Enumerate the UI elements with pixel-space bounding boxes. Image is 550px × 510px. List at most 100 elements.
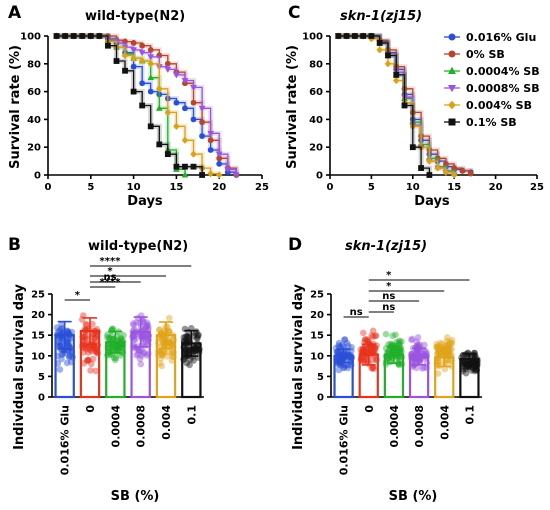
data-point — [216, 160, 223, 167]
data-point — [207, 169, 214, 178]
individual-point — [93, 331, 100, 339]
individual-point — [84, 357, 91, 364]
individual-point — [361, 346, 368, 354]
individual-point — [134, 346, 141, 353]
individual-point — [92, 367, 100, 375]
individual-point — [364, 337, 372, 345]
panel-b-ylabel: Individual survival day — [12, 284, 27, 450]
y-tick-label: 25 — [31, 290, 45, 301]
individual-point — [134, 351, 142, 358]
individual-point — [441, 365, 449, 373]
individual-point — [387, 340, 395, 348]
y-tick-label: 40 — [27, 115, 41, 126]
individual-point — [89, 331, 97, 338]
panel-letter-b: B — [8, 235, 21, 255]
individual-point — [112, 354, 120, 362]
individual-point — [370, 347, 378, 354]
individual-point — [437, 339, 444, 347]
individual-point — [194, 334, 201, 341]
individual-point — [142, 331, 150, 339]
individual-point — [140, 350, 147, 357]
individual-point — [130, 321, 137, 329]
individual-point — [114, 342, 122, 350]
individual-point — [446, 338, 454, 346]
individual-point — [369, 327, 377, 335]
significance-label: **** — [100, 256, 122, 267]
individual-point — [438, 350, 445, 358]
individual-point — [192, 330, 199, 337]
panel-a-title: wild-type(N2) — [85, 9, 185, 24]
category-label: 0.004 — [160, 405, 173, 440]
individual-point — [184, 333, 192, 341]
y-tick-label: 20 — [27, 143, 41, 154]
individual-point — [396, 356, 403, 363]
data-point — [147, 47, 154, 53]
survival-curve-plot-a: 0 5 10 15 20 25 0 20 40 60 80 100 — [20, 32, 269, 194]
individual-point — [335, 342, 342, 349]
individual-point — [434, 349, 442, 357]
individual-point — [143, 322, 151, 330]
individual-point — [90, 344, 97, 351]
individual-point — [117, 335, 124, 343]
individual-point — [360, 358, 367, 365]
individual-point — [337, 361, 345, 369]
panel-b-xlabel: SB (%) — [111, 489, 160, 504]
data-point — [173, 163, 180, 170]
individual-point — [56, 338, 63, 346]
individual-point — [372, 332, 379, 340]
panel-letter-a: A — [8, 3, 22, 23]
legend-label: 0.0008% SB — [466, 82, 540, 95]
data-point — [181, 171, 189, 178]
individual-point — [65, 342, 72, 350]
individual-point — [84, 356, 92, 364]
individual-point — [418, 365, 426, 372]
individual-point — [138, 346, 145, 354]
individual-point — [444, 334, 451, 341]
individual-point — [344, 342, 352, 350]
individual-point — [193, 346, 200, 354]
individual-point — [131, 332, 138, 340]
individual-point — [65, 339, 72, 346]
individual-point — [436, 351, 444, 358]
individual-point — [396, 337, 403, 345]
individual-point — [369, 364, 377, 372]
individual-point — [87, 346, 94, 354]
individual-point — [110, 354, 118, 362]
individual-point — [157, 355, 165, 362]
individual-point — [414, 341, 422, 349]
data-point — [173, 72, 180, 79]
data-point — [130, 63, 137, 70]
data-point — [418, 165, 424, 171]
individual-point — [108, 333, 115, 340]
individual-point — [371, 345, 379, 352]
y-tick-label: 60 — [27, 87, 41, 98]
individual-point — [362, 336, 369, 344]
data-point — [181, 78, 189, 84]
individual-point — [133, 319, 140, 326]
individual-point — [87, 367, 94, 374]
individual-point — [82, 344, 90, 351]
data-point — [53, 33, 60, 39]
data-point — [434, 164, 441, 172]
individual-point — [414, 334, 422, 341]
individual-point — [422, 350, 430, 358]
individual-point — [192, 347, 200, 355]
x-tick-label: 10 — [406, 182, 420, 193]
individual-point — [56, 339, 63, 347]
data-point — [459, 167, 466, 174]
y-tick-label: 25 — [310, 290, 324, 301]
category-label: 0.016% Glu — [338, 405, 351, 475]
individual-point — [444, 349, 452, 356]
individual-point — [64, 328, 72, 336]
individual-point — [341, 336, 349, 343]
data-point — [156, 141, 163, 148]
individual-point — [187, 356, 194, 363]
individual-point — [104, 333, 111, 341]
individual-point — [340, 343, 347, 350]
data-point — [190, 99, 197, 106]
individual-point — [137, 360, 145, 368]
individual-point — [344, 364, 352, 372]
individual-point — [359, 347, 367, 355]
individual-point — [183, 332, 191, 340]
individual-point — [58, 321, 65, 328]
